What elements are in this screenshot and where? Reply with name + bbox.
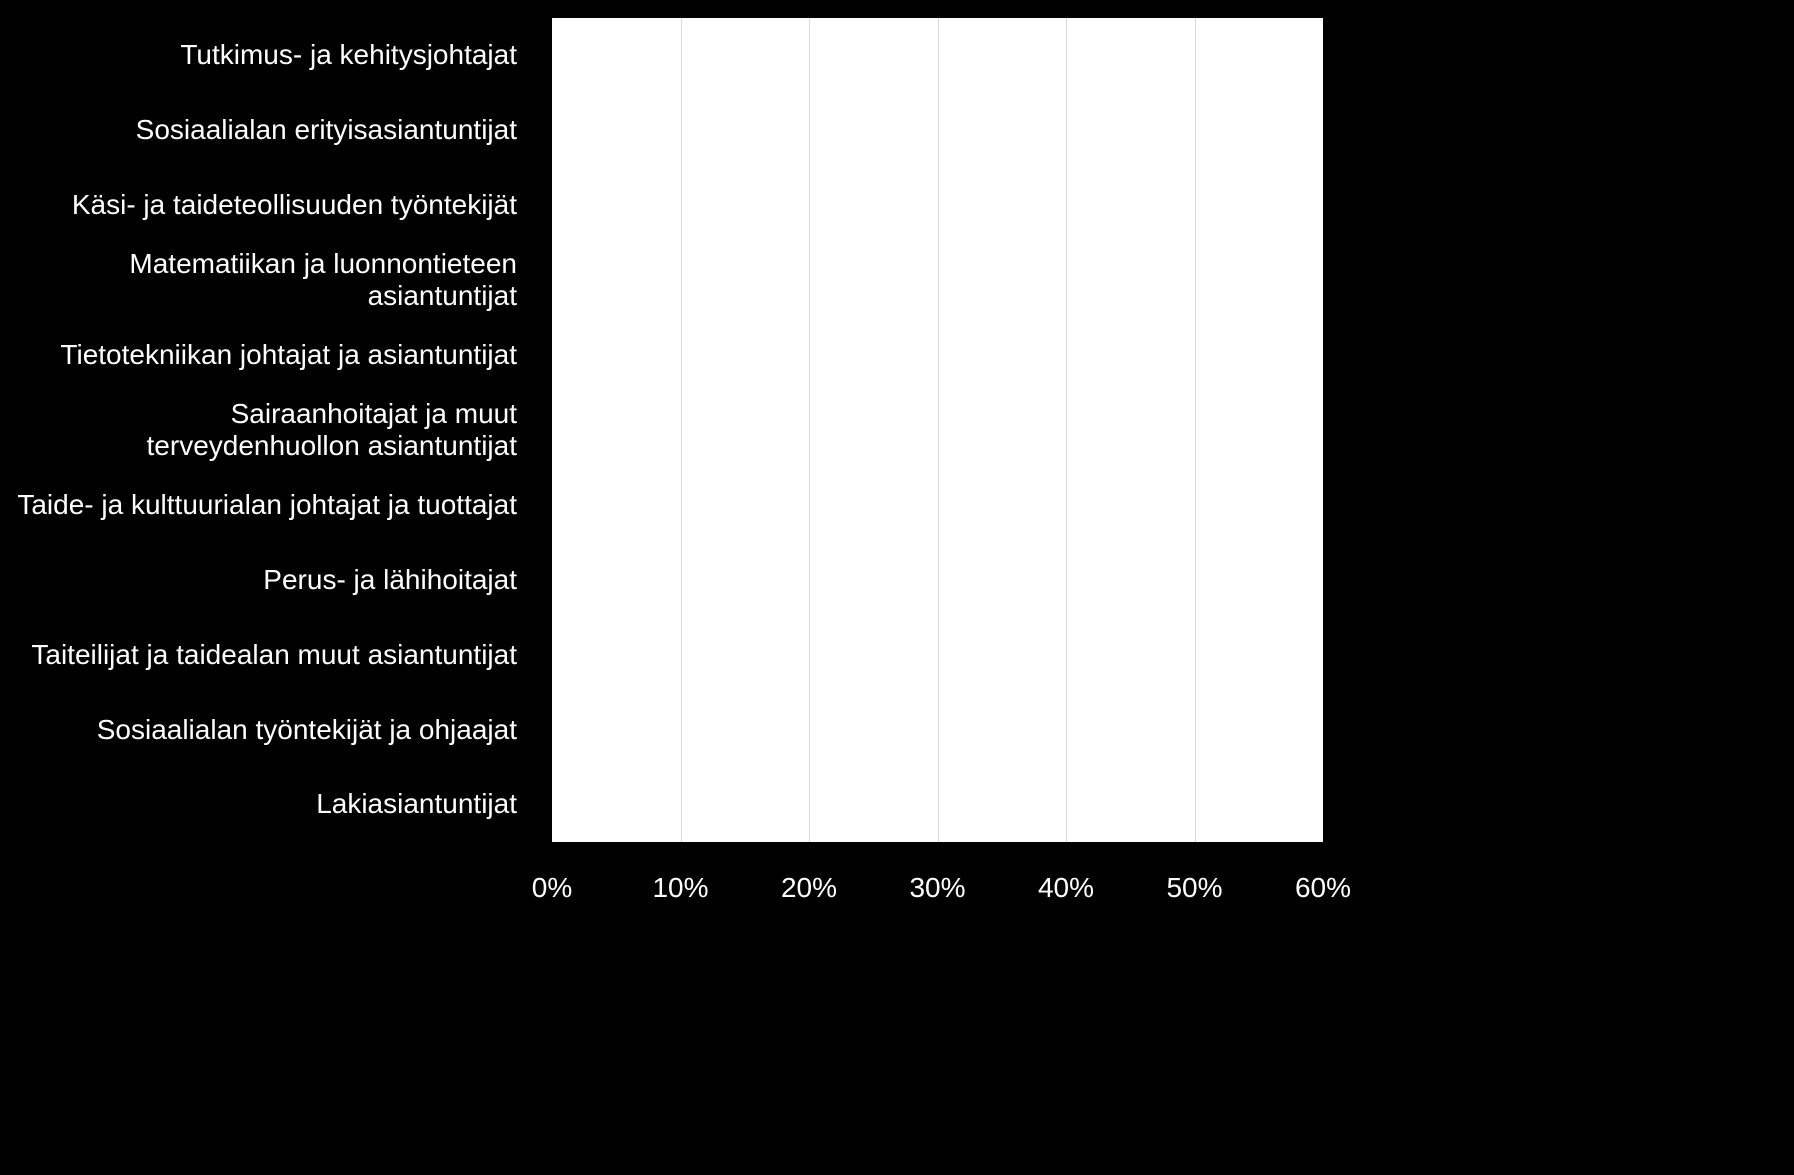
x-gridline — [681, 18, 682, 842]
category-label: Taide- ja kulttuurialan johtajat ja tuot… — [0, 489, 517, 521]
x-gridline — [1066, 18, 1067, 842]
x-tick-label: 30% — [909, 872, 965, 904]
category-label: Sosiaalialan erityisasiantuntijat — [0, 114, 517, 146]
plot-area — [552, 18, 1323, 842]
category-label: Perus- ja lähihoitajat — [0, 564, 517, 596]
x-gridline — [809, 18, 810, 842]
category-label: Sosiaalialan työntekijät ja ohjaajat — [0, 714, 517, 746]
x-tick-label: 40% — [1038, 872, 1094, 904]
x-tick-label: 0% — [532, 872, 572, 904]
x-tick-label: 50% — [1166, 872, 1222, 904]
x-tick-label: 60% — [1295, 872, 1351, 904]
category-label: Tutkimus- ja kehitysjohtajat — [0, 39, 517, 71]
category-label: Tietotekniikan johtajat ja asiantuntijat — [0, 339, 517, 371]
x-gridline — [938, 18, 939, 842]
chart-container: Tutkimus- ja kehitysjohtajat Sosiaalialan… — [0, 0, 1794, 1175]
x-gridline — [1195, 18, 1196, 842]
x-tick-label: 10% — [652, 872, 708, 904]
category-label: Sairaanhoitajat ja muut terveydenhuollon… — [0, 398, 517, 462]
category-label: Käsi- ja taideteollisuuden työntekijät — [0, 189, 517, 221]
x-tick-label: 20% — [781, 872, 837, 904]
category-label: Matematiikan ja luonnontieteen asiantunt… — [0, 248, 517, 312]
category-label: Taiteilijat ja taidealan muut asiantunti… — [0, 639, 517, 671]
category-label: Lakiasiantuntijat — [0, 788, 517, 820]
